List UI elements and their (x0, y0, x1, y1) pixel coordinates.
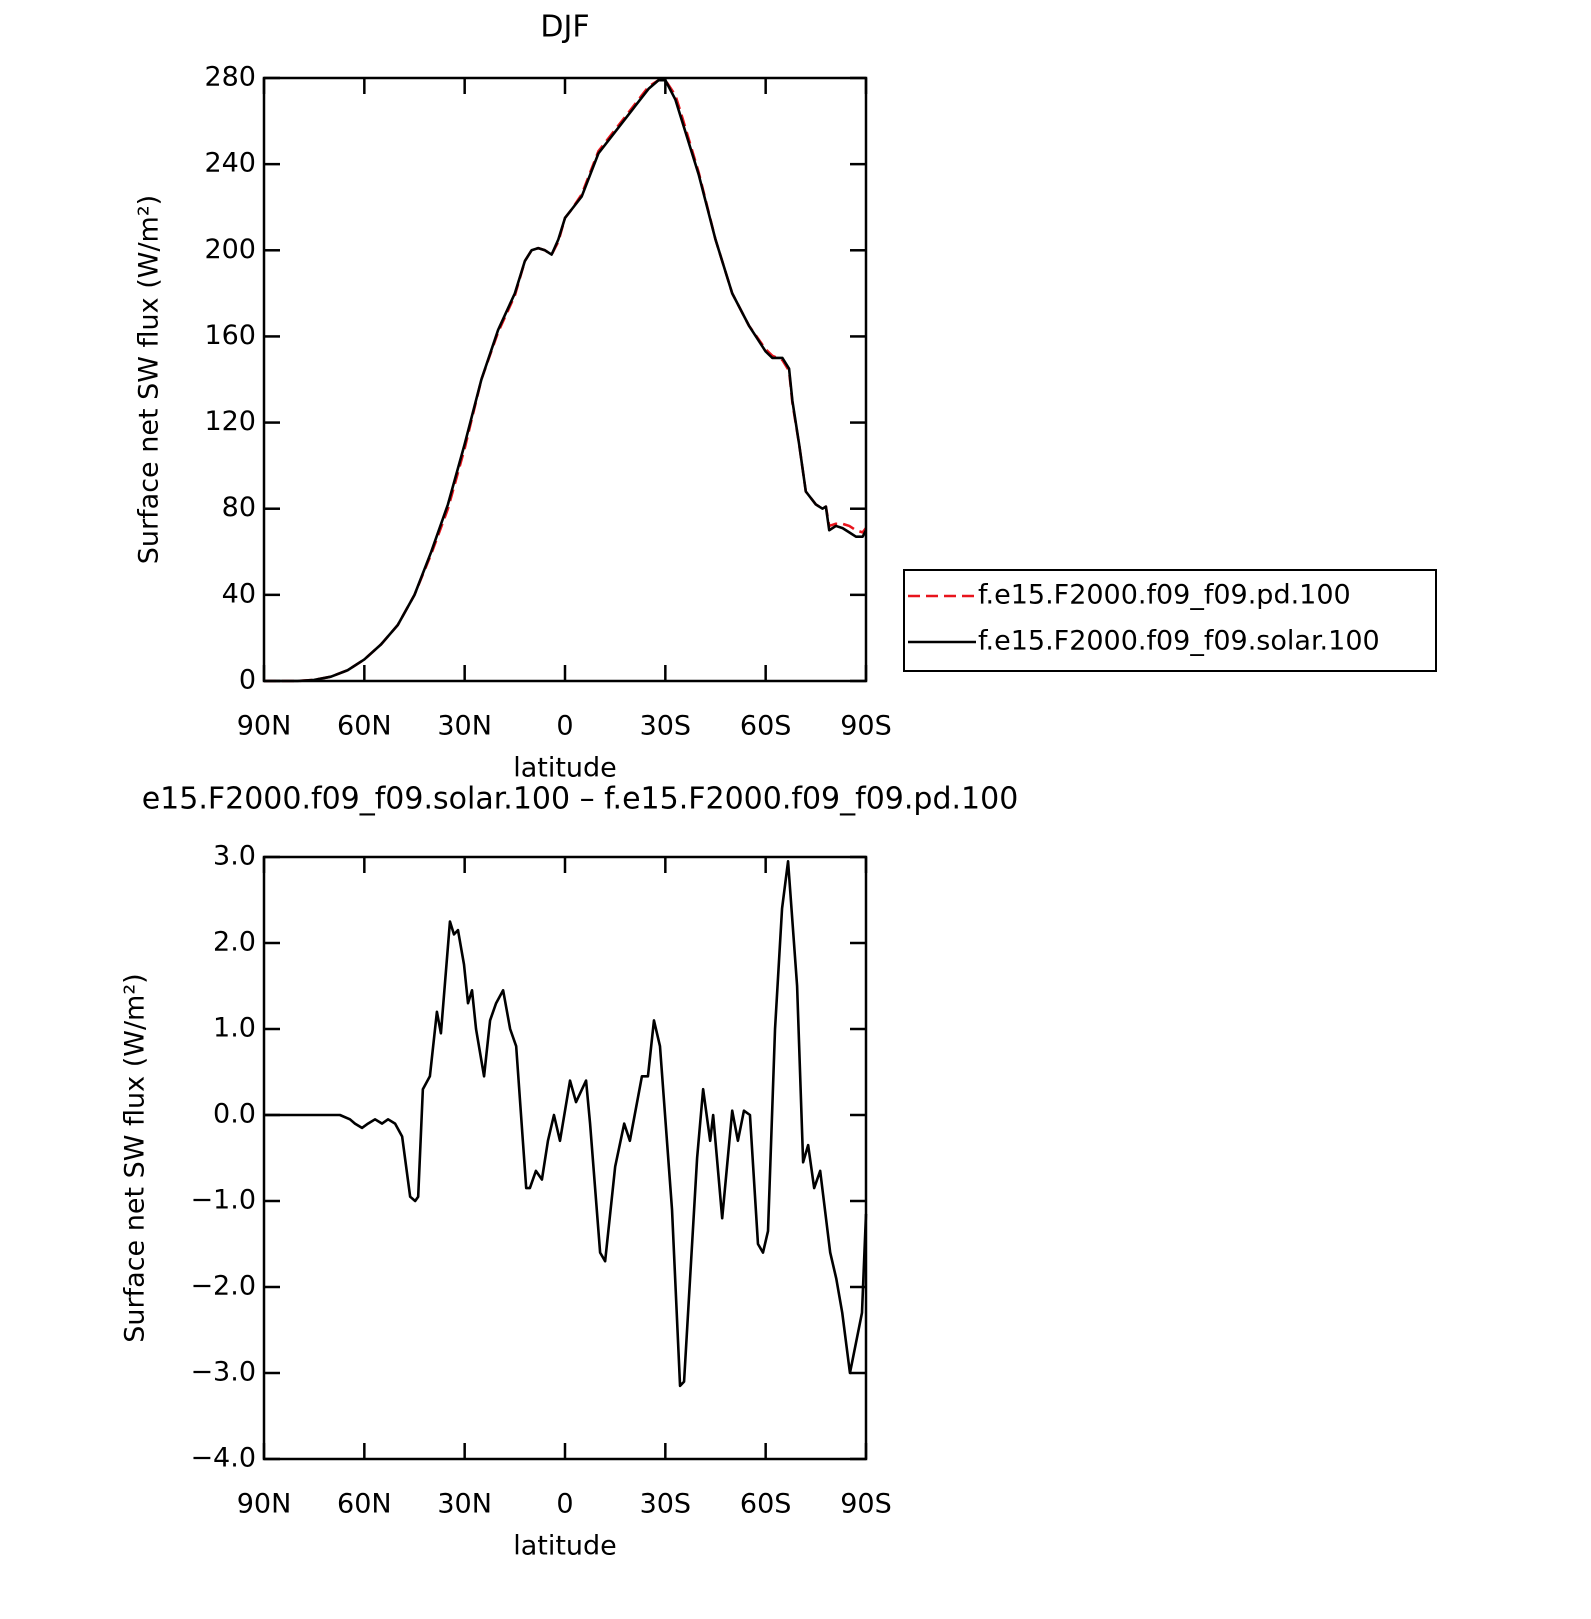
legend-label: f.e15.F2000.f09_f09.solar.100 (978, 626, 1380, 657)
y-tick-label: 0.0 (213, 1099, 256, 1130)
y-tick-label: 3.0 (213, 841, 256, 872)
x-axis-label: latitude (513, 1531, 617, 1562)
y-tick-label: 200 (204, 234, 256, 265)
x-tick-label: 30S (640, 711, 692, 742)
x-tick-label: 0 (556, 711, 573, 742)
y-tick-label: −1.0 (190, 1185, 256, 1216)
x-tick-label: 30N (437, 711, 492, 742)
chart-title: e15.F2000.f09_f09.solar.100 – f.e15.F200… (142, 782, 1019, 817)
data-line (264, 860, 868, 1388)
y-tick-label: 1.0 (213, 1013, 256, 1044)
x-tick-label: 90S (840, 711, 892, 742)
y-tick-label: 40 (222, 578, 256, 609)
x-tick-label: 60S (740, 711, 792, 742)
y-tick-label: 160 (204, 320, 256, 351)
y-tick-label: 80 (222, 492, 256, 523)
legend-label: f.e15.F2000.f09_f09.pd.100 (978, 580, 1351, 611)
x-tick-label: 60S (740, 1489, 792, 1520)
y-tick-label: 280 (204, 62, 256, 93)
x-axis-label: latitude (513, 753, 617, 784)
y-tick-label: 240 (204, 148, 256, 179)
y-tick-label: 0 (239, 665, 256, 696)
data-line (264, 78, 868, 683)
legend-box (903, 569, 1437, 672)
x-tick-label: 60N (337, 711, 392, 742)
x-tick-label: 90S (840, 1489, 892, 1520)
chart-title: DJF (540, 10, 589, 45)
plot-frame (262, 76, 868, 683)
y-tick-label: −4.0 (190, 1443, 256, 1474)
x-tick-label: 90N (237, 1489, 292, 1520)
y-axis-label: Surface net SW flux (W/m²) (120, 973, 151, 1342)
y-axis-label: Surface net SW flux (W/m²) (134, 195, 165, 564)
x-tick-label: 90N (237, 711, 292, 742)
y-tick-label: 120 (204, 406, 256, 437)
x-tick-label: 30S (640, 1489, 692, 1520)
y-tick-label: −3.0 (190, 1357, 256, 1388)
data-line (264, 78, 868, 683)
plot-frame (262, 855, 868, 1461)
x-tick-label: 60N (337, 1489, 392, 1520)
x-tick-label: 0 (556, 1489, 573, 1520)
x-tick-label: 30N (437, 1489, 492, 1520)
y-tick-label: −2.0 (190, 1271, 256, 1302)
y-tick-label: 2.0 (213, 927, 256, 958)
